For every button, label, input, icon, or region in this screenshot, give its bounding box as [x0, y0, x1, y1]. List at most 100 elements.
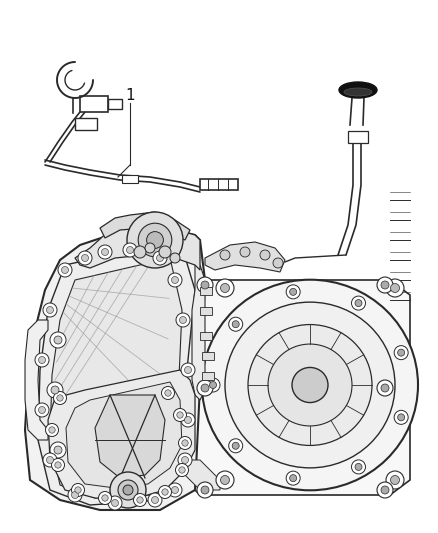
- Circle shape: [216, 279, 234, 297]
- Circle shape: [47, 382, 63, 398]
- Polygon shape: [205, 242, 285, 272]
- Circle shape: [50, 442, 66, 458]
- Circle shape: [108, 496, 122, 510]
- Circle shape: [176, 464, 188, 477]
- Circle shape: [71, 483, 85, 497]
- Circle shape: [201, 486, 209, 494]
- Ellipse shape: [268, 344, 352, 426]
- Circle shape: [381, 281, 389, 289]
- Circle shape: [78, 251, 92, 265]
- Circle shape: [381, 384, 389, 392]
- Ellipse shape: [339, 82, 377, 98]
- FancyBboxPatch shape: [75, 118, 97, 130]
- Circle shape: [165, 390, 171, 396]
- Circle shape: [138, 223, 172, 257]
- Circle shape: [391, 475, 399, 484]
- Circle shape: [39, 407, 46, 414]
- Ellipse shape: [225, 302, 395, 468]
- Circle shape: [159, 486, 172, 498]
- Circle shape: [57, 395, 63, 401]
- Circle shape: [177, 412, 183, 418]
- Circle shape: [381, 486, 389, 494]
- Circle shape: [220, 475, 230, 484]
- Circle shape: [181, 363, 195, 377]
- Circle shape: [229, 439, 243, 453]
- Polygon shape: [192, 265, 205, 400]
- Circle shape: [145, 243, 155, 253]
- FancyBboxPatch shape: [202, 352, 214, 360]
- Circle shape: [178, 453, 192, 467]
- Circle shape: [147, 232, 163, 248]
- Circle shape: [98, 245, 112, 259]
- Circle shape: [179, 467, 185, 473]
- Circle shape: [181, 413, 195, 427]
- Circle shape: [162, 386, 174, 400]
- Circle shape: [352, 296, 365, 310]
- Circle shape: [206, 378, 220, 392]
- Circle shape: [127, 246, 134, 254]
- Polygon shape: [75, 225, 200, 270]
- Circle shape: [61, 266, 68, 273]
- Circle shape: [54, 446, 62, 454]
- Ellipse shape: [344, 88, 372, 96]
- FancyBboxPatch shape: [200, 179, 238, 190]
- Circle shape: [240, 247, 250, 257]
- Ellipse shape: [248, 325, 372, 446]
- Circle shape: [168, 273, 182, 287]
- Circle shape: [134, 494, 146, 506]
- Polygon shape: [100, 212, 190, 240]
- Ellipse shape: [292, 367, 328, 402]
- Circle shape: [68, 488, 82, 502]
- Circle shape: [156, 254, 163, 262]
- Circle shape: [386, 279, 404, 297]
- Circle shape: [159, 246, 171, 258]
- Circle shape: [99, 491, 112, 505]
- Circle shape: [110, 472, 146, 508]
- FancyBboxPatch shape: [200, 307, 212, 315]
- Circle shape: [162, 489, 168, 495]
- Circle shape: [197, 277, 213, 293]
- Circle shape: [75, 487, 81, 493]
- Circle shape: [102, 248, 109, 255]
- Circle shape: [201, 384, 209, 392]
- Circle shape: [153, 251, 167, 265]
- Circle shape: [54, 336, 62, 344]
- Circle shape: [391, 284, 399, 293]
- Circle shape: [216, 471, 234, 489]
- Circle shape: [232, 321, 239, 328]
- Circle shape: [181, 456, 188, 464]
- Circle shape: [35, 353, 49, 367]
- Circle shape: [220, 284, 230, 293]
- FancyBboxPatch shape: [200, 332, 212, 340]
- Polygon shape: [48, 370, 195, 500]
- FancyBboxPatch shape: [80, 96, 108, 112]
- Circle shape: [355, 463, 362, 471]
- Circle shape: [286, 285, 300, 299]
- Circle shape: [152, 497, 159, 504]
- Text: 1: 1: [125, 87, 135, 102]
- Circle shape: [46, 306, 53, 313]
- Circle shape: [273, 258, 283, 268]
- Circle shape: [55, 462, 61, 468]
- Circle shape: [123, 243, 137, 257]
- FancyBboxPatch shape: [108, 99, 122, 109]
- Circle shape: [172, 487, 179, 494]
- Circle shape: [118, 480, 138, 500]
- Circle shape: [123, 485, 133, 495]
- Circle shape: [398, 414, 405, 421]
- Polygon shape: [38, 240, 195, 505]
- Circle shape: [35, 403, 49, 417]
- Circle shape: [168, 483, 182, 497]
- Circle shape: [377, 482, 393, 498]
- Polygon shape: [185, 280, 410, 495]
- Circle shape: [398, 349, 405, 356]
- Polygon shape: [66, 382, 182, 488]
- Circle shape: [172, 277, 179, 284]
- Circle shape: [170, 253, 180, 263]
- Polygon shape: [25, 230, 205, 510]
- Circle shape: [53, 392, 67, 405]
- Circle shape: [286, 471, 300, 485]
- Circle shape: [260, 250, 270, 260]
- Circle shape: [71, 491, 78, 498]
- Polygon shape: [95, 395, 165, 478]
